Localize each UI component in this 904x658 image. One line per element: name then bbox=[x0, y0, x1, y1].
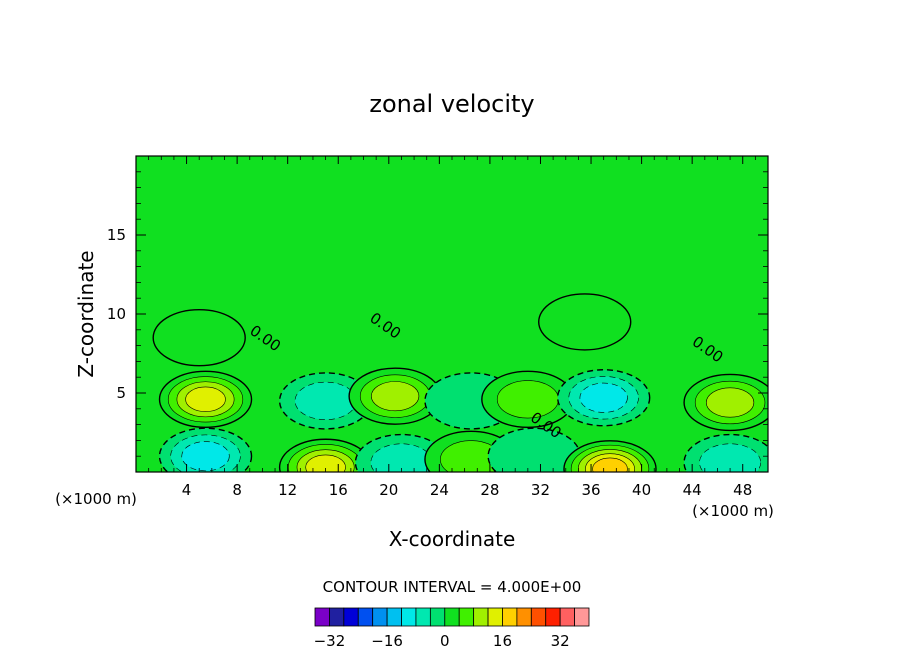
colorbar-tick-label: 16 bbox=[493, 632, 512, 650]
y-tick-label: 10 bbox=[107, 305, 126, 323]
contour-line bbox=[699, 443, 761, 472]
colorbar-swatch bbox=[559, 607, 575, 627]
colorbar-swatch bbox=[314, 607, 330, 627]
x-unit-label-right: (×1000 m) bbox=[692, 502, 774, 520]
colorbar-swatch bbox=[329, 607, 345, 627]
colorbar-swatch bbox=[574, 607, 590, 627]
contour-feature bbox=[683, 433, 768, 472]
contour-line bbox=[305, 454, 346, 472]
contour-feature bbox=[278, 438, 373, 472]
colorbar-tick-label: 0 bbox=[440, 632, 450, 650]
colorbar-swatch bbox=[415, 607, 431, 627]
colorbar-swatch bbox=[372, 607, 388, 627]
x-tick-label: 8 bbox=[232, 481, 242, 499]
contour-line bbox=[487, 427, 581, 472]
contour-line bbox=[181, 441, 230, 472]
colorbar: −32 −16 0 16 32 bbox=[314, 607, 590, 650]
colorbar-swatch bbox=[357, 607, 374, 627]
contour-line bbox=[185, 386, 226, 412]
colorbar-swatch bbox=[487, 607, 503, 627]
contour-line bbox=[538, 293, 632, 351]
colorbar-swatch bbox=[502, 607, 518, 627]
x-tick-label: 28 bbox=[480, 481, 499, 499]
contour-line bbox=[592, 457, 628, 472]
x-tick-label: 32 bbox=[531, 481, 550, 499]
contour-feature bbox=[683, 373, 768, 432]
contour-line bbox=[152, 309, 246, 367]
contour-feature bbox=[538, 293, 632, 351]
plot-area: 0.00 0.000.000.00 bbox=[136, 156, 768, 472]
colorbar-swatch bbox=[545, 607, 561, 627]
colorbar-swatch bbox=[444, 607, 460, 627]
x-tick-label: 16 bbox=[329, 481, 348, 499]
x-tick-label: 36 bbox=[581, 481, 600, 499]
y-tick-label: 5 bbox=[116, 384, 126, 402]
x-unit-label-left: (×1000 m) bbox=[55, 490, 137, 508]
contour-feature bbox=[348, 367, 442, 425]
x-axis-label: X-coordinate bbox=[389, 527, 516, 551]
contour-line bbox=[371, 381, 420, 412]
x-tick-label: 4 bbox=[182, 481, 192, 499]
colorbar-tick-label: −16 bbox=[371, 632, 403, 650]
contour-feature bbox=[354, 433, 449, 472]
x-tick-label: 24 bbox=[430, 481, 449, 499]
contour-line bbox=[496, 380, 559, 419]
x-tick-label: 20 bbox=[379, 481, 398, 499]
colorbar-swatch bbox=[473, 607, 489, 627]
x-tick-label: 40 bbox=[632, 481, 651, 499]
contour-feature bbox=[158, 427, 253, 472]
colorbar-swatch bbox=[386, 607, 402, 627]
colorbar-swatch bbox=[429, 607, 446, 627]
x-tick-label: 44 bbox=[683, 481, 702, 499]
colorbar-swatch bbox=[458, 607, 475, 627]
x-tick-label: 12 bbox=[278, 481, 297, 499]
contour-line bbox=[706, 387, 755, 418]
contour-line bbox=[579, 382, 628, 413]
contour-line bbox=[370, 443, 433, 472]
contour-interval-label: CONTOUR INTERVAL = 4.000E+00 bbox=[323, 578, 582, 596]
contour-feature bbox=[556, 369, 651, 427]
contour-feature bbox=[563, 440, 657, 472]
colorbar-swatch bbox=[530, 607, 547, 627]
colorbar-tick-label: 32 bbox=[551, 632, 570, 650]
contour-line bbox=[294, 381, 357, 420]
x-tick-label: 48 bbox=[733, 481, 752, 499]
colorbar-swatch bbox=[401, 607, 417, 627]
colorbar-swatch bbox=[516, 607, 532, 627]
contour-feature bbox=[158, 370, 253, 429]
y-tick-label: 15 bbox=[107, 226, 126, 244]
colorbar-swatch bbox=[343, 607, 359, 627]
y-axis-label: Z-coordinate bbox=[74, 250, 98, 377]
colorbar-tick-label: −32 bbox=[314, 632, 346, 650]
chart-title: zonal velocity bbox=[369, 90, 534, 118]
contour-feature bbox=[152, 309, 246, 367]
contour-feature bbox=[481, 370, 575, 429]
contour-feature bbox=[487, 427, 581, 472]
